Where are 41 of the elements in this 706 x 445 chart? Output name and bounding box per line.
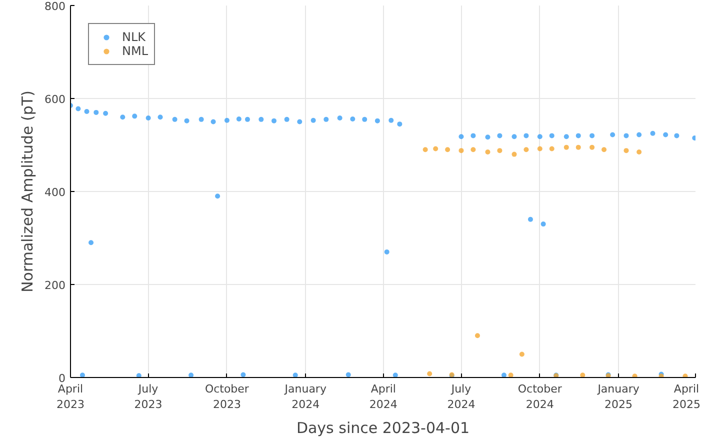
x-tick-label: July 2024	[447, 382, 476, 412]
y-tick-label: 600	[44, 93, 66, 106]
x-tick-label: October 2023	[204, 382, 250, 412]
y-tick-label: 800	[44, 0, 66, 13]
legend-label: NLK	[122, 30, 146, 44]
y-axis-title: Normalized Amplitude (pT)	[18, 90, 37, 292]
point	[422, 147, 428, 152]
point	[549, 146, 554, 152]
point	[485, 149, 490, 154]
point	[537, 146, 542, 152]
legend-label: NML	[122, 44, 148, 58]
point	[524, 147, 529, 152]
point	[580, 372, 586, 378]
y-tick-label: 200	[44, 279, 66, 292]
y-tick-label: 0	[58, 372, 66, 385]
x-tick-label: July 2023	[134, 382, 162, 412]
x-tick-label: April 2023	[56, 382, 85, 412]
x-tick-label: April 2025	[672, 382, 701, 412]
point	[632, 374, 638, 378]
point	[433, 146, 438, 152]
point	[474, 333, 480, 338]
x-tick-label: January 2024	[284, 382, 327, 412]
y-tick-label: 400	[44, 186, 66, 199]
point	[602, 147, 607, 152]
x-axis-title: Days since 2023-04-01	[296, 419, 470, 438]
point	[470, 147, 476, 152]
point	[458, 148, 464, 154]
x-tick-label: April 2024	[369, 382, 398, 412]
point	[445, 147, 450, 152]
point	[497, 148, 502, 154]
point	[512, 152, 517, 157]
point	[636, 149, 642, 154]
point	[576, 144, 581, 150]
point	[427, 371, 432, 376]
point	[682, 374, 688, 378]
point	[624, 148, 629, 154]
point	[564, 144, 569, 150]
x-tick-label: October 2024	[518, 382, 562, 412]
point	[590, 144, 595, 150]
point	[519, 352, 524, 357]
x-tick-label: January 2025	[596, 382, 640, 412]
